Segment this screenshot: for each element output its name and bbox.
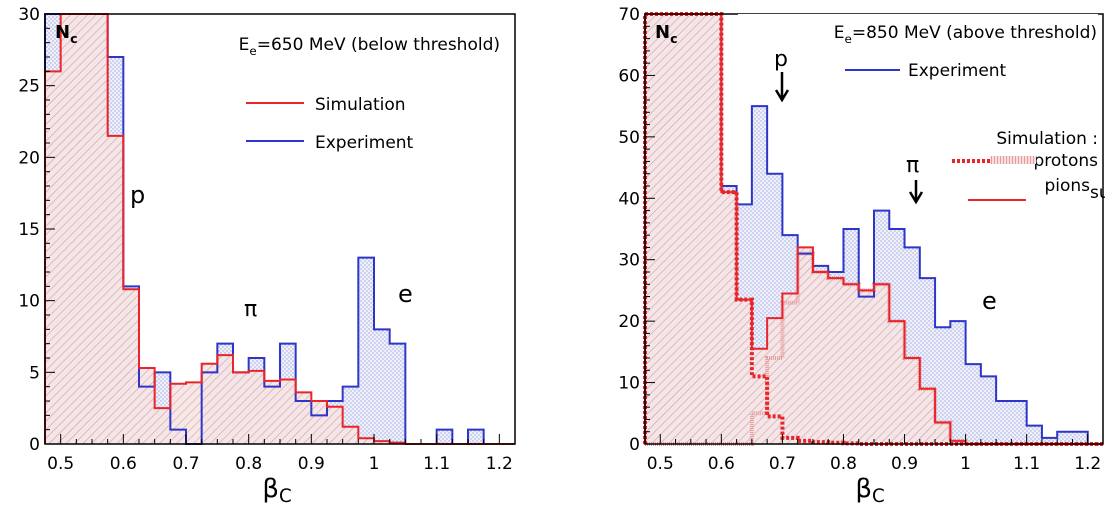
- x-tick-label: 1: [960, 454, 971, 474]
- legend-label-experiment: Experiment: [315, 133, 414, 153]
- y-tick-label: 50: [618, 128, 640, 148]
- y-tick-label: 40: [618, 189, 640, 209]
- chart-header: Ee=850 MeV (above threshold): [834, 23, 1097, 46]
- y-tick-label: 20: [618, 312, 640, 332]
- x-tick-label: 0.6: [708, 454, 735, 474]
- annotation-pi: π: [244, 297, 257, 322]
- x-tick-label: 1.2: [486, 454, 513, 474]
- x-tick-label: 0.6: [110, 454, 137, 474]
- x-axis-label: βC: [262, 474, 291, 507]
- x-tick-label: 1.1: [1013, 454, 1040, 474]
- chart-header: Ee=650 MeV (below threshold): [239, 35, 500, 58]
- legend-label-simulation: Simulation: [315, 95, 406, 115]
- annotation-e: e: [982, 287, 997, 315]
- y-tick-label: 0: [629, 435, 640, 455]
- y-tick-label: 5: [29, 363, 40, 383]
- x-tick-label: 0.5: [47, 454, 74, 474]
- y-axis-label: Nc: [55, 22, 78, 46]
- x-tick-label: 0.9: [891, 454, 918, 474]
- y-tick-label: 30: [618, 251, 640, 271]
- legend-label-sum: sum: [1090, 183, 1105, 203]
- y-tick-label: 30: [18, 5, 40, 25]
- legend-bg-experiment: [838, 54, 1098, 80]
- x-tick-label: 0.8: [235, 454, 262, 474]
- annotation-p: p: [774, 47, 788, 72]
- legend-heading-simulation: Simulation :: [996, 129, 1098, 149]
- legend-bg-simulation: [935, 124, 1100, 208]
- x-tick-label: 0.7: [172, 454, 199, 474]
- legend-label-experiment: Experiment: [908, 61, 1007, 81]
- y-tick-label: 15: [18, 220, 40, 240]
- x-tick-label: 0.8: [830, 454, 857, 474]
- annotation-p: p: [130, 181, 145, 209]
- arrow-down-icon: [774, 72, 790, 103]
- x-axis-label: βC: [855, 474, 884, 507]
- annotation-pi: π: [906, 153, 919, 178]
- annotation-e: e: [398, 280, 413, 308]
- histogram-bars: [44, 13, 515, 445]
- left-panel: 0.5 0.6 0.7 0.8 0.9 1 1.1 1.2 0 5 10 15 20 25 30 Nc βC…: [18, 5, 516, 507]
- axes: [44, 13, 516, 445]
- arrow-down-icon: [908, 180, 924, 205]
- x-tick-label: 0.7: [769, 454, 796, 474]
- x-tick-label: 1.2: [1074, 454, 1101, 474]
- y-tick-label: 10: [618, 374, 640, 394]
- tick-labels: 0.5 0.6 0.7 0.8 0.9 1 1.1 1.2 0 5 10 15 20 25 30: [18, 5, 512, 474]
- y-tick-label: 25: [18, 77, 40, 97]
- legend: Experiment Simulation : protons pions su…: [838, 54, 1105, 208]
- legend-swatch-pions: [990, 156, 1036, 164]
- legend: Simulation Experiment: [246, 95, 414, 153]
- simulation-series-line: [44, 13, 515, 445]
- tick-labels: 0.5 0.6 0.7 0.8 0.9 1 1.1 1.2 0 10 20 30 40 50 60 70: [618, 5, 1101, 474]
- x-tick-label: 0.9: [298, 454, 325, 474]
- x-tick-label: 0.5: [647, 454, 674, 474]
- header-background: [738, 14, 1098, 48]
- y-tick-label: 10: [18, 292, 40, 312]
- y-axis-label: Nc: [655, 22, 678, 46]
- y-tick-label: 70: [618, 5, 640, 25]
- x-tick-label: 1: [369, 454, 380, 474]
- legend-label-protons: protons: [1033, 151, 1098, 171]
- right-panel: 0.5 0.6 0.7 0.8 0.9 1 1.1 1.2 0 10 20 30 40 50 60 70 Nc…: [618, 5, 1105, 507]
- legend-label-pions: pions: [1044, 176, 1090, 196]
- y-tick-label: 60: [618, 66, 640, 86]
- y-tick-label: 20: [18, 148, 40, 168]
- simulation-fill: [45, 14, 515, 444]
- x-tick-label: 1.1: [423, 454, 450, 474]
- y-tick-label: 0: [29, 435, 40, 455]
